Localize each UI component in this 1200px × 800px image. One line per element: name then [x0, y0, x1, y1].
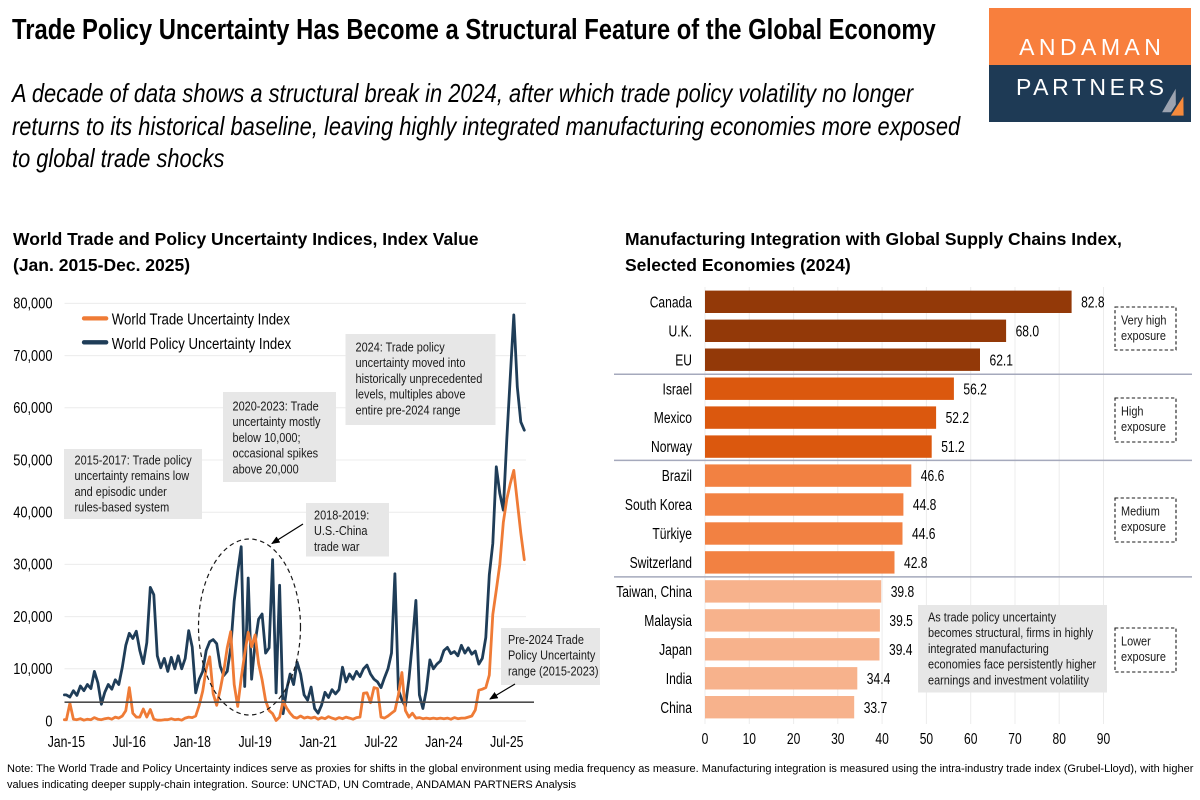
svg-text:U.K.: U.K. [669, 323, 693, 340]
svg-text:80,000: 80,000 [13, 296, 53, 313]
svg-text:Türkiye: Türkiye [652, 526, 692, 543]
svg-text:60: 60 [964, 731, 978, 748]
svg-text:South Korea: South Korea [625, 497, 692, 514]
svg-text:Jul-25: Jul-25 [490, 734, 523, 751]
svg-text:42.8: 42.8 [904, 555, 928, 572]
svg-text:Japan: Japan [659, 642, 692, 659]
svg-text:60,000: 60,000 [13, 400, 53, 417]
svg-text:Jul-22: Jul-22 [364, 734, 397, 751]
svg-text:50,000: 50,000 [13, 452, 53, 469]
svg-text:40,000: 40,000 [13, 505, 53, 522]
svg-text:Malaysia: Malaysia [644, 613, 692, 630]
svg-text:World Policy Uncertainty Index: World Policy Uncertainty Index [112, 336, 292, 353]
svg-text:44.8: 44.8 [913, 497, 937, 514]
svg-text:World Trade Uncertainty Index: World Trade Uncertainty Index [112, 312, 290, 329]
svg-text:10,000: 10,000 [13, 661, 53, 678]
svg-text:Norway: Norway [651, 439, 692, 456]
svg-text:39.5: 39.5 [889, 613, 913, 630]
svg-text:0: 0 [702, 731, 709, 748]
svg-text:51.2: 51.2 [941, 439, 965, 456]
svg-text:Brazil: Brazil [662, 468, 692, 485]
svg-text:EU: EU [675, 352, 692, 369]
svg-text:62.1: 62.1 [990, 352, 1014, 369]
svg-text:68.0: 68.0 [1016, 323, 1040, 340]
svg-text:Jul-16: Jul-16 [113, 734, 146, 751]
svg-text:30: 30 [831, 731, 845, 748]
svg-text:39.4: 39.4 [889, 642, 913, 659]
svg-text:44.6: 44.6 [912, 526, 936, 543]
svg-text:Jul-19: Jul-19 [238, 734, 271, 751]
svg-text:Taiwan, China: Taiwan, China [616, 584, 692, 601]
svg-text:Jan-15: Jan-15 [48, 734, 85, 751]
svg-text:Jan-18: Jan-18 [174, 734, 211, 751]
svg-text:56.2: 56.2 [963, 381, 987, 398]
svg-text:Jan-21: Jan-21 [299, 734, 336, 751]
svg-text:80: 80 [1053, 731, 1067, 748]
svg-text:70,000: 70,000 [13, 348, 53, 365]
svg-text:Mexico: Mexico [654, 410, 692, 427]
svg-text:82.8: 82.8 [1081, 294, 1105, 311]
svg-text:90: 90 [1097, 731, 1111, 748]
svg-text:52.2: 52.2 [946, 410, 970, 427]
svg-text:70: 70 [1008, 731, 1022, 748]
svg-text:34.4: 34.4 [867, 671, 891, 688]
svg-text:India: India [666, 671, 692, 688]
svg-text:30,000: 30,000 [13, 557, 53, 574]
svg-text:China: China [660, 700, 692, 717]
svg-text:39.8: 39.8 [891, 584, 915, 601]
svg-text:Switzerland: Switzerland [630, 555, 692, 572]
svg-text:40: 40 [875, 731, 889, 748]
svg-text:Jan-24: Jan-24 [425, 734, 462, 751]
svg-text:46.6: 46.6 [921, 468, 945, 485]
svg-text:20: 20 [787, 731, 801, 748]
svg-text:0: 0 [45, 713, 52, 730]
svg-text:Israel: Israel [663, 381, 693, 398]
svg-text:Canada: Canada [650, 294, 693, 311]
svg-text:10: 10 [743, 731, 757, 748]
svg-text:33.7: 33.7 [864, 700, 888, 717]
svg-text:20,000: 20,000 [13, 609, 53, 626]
svg-text:50: 50 [920, 731, 934, 748]
